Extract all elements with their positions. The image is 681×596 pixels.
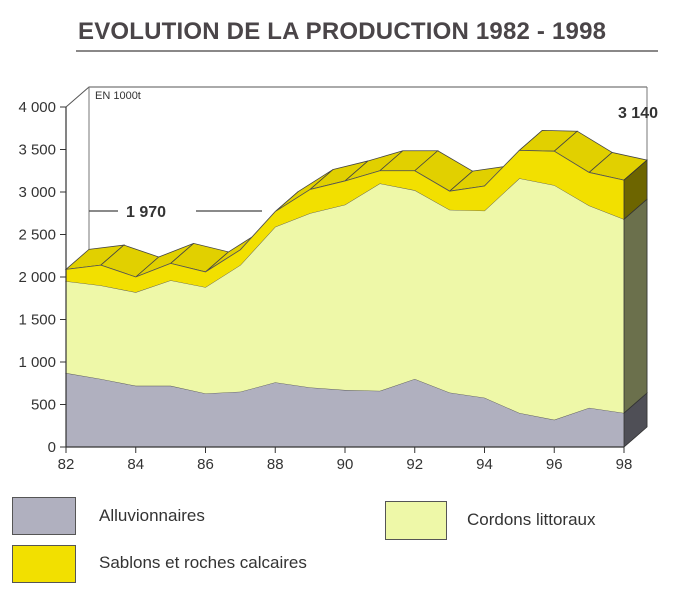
x-tick-label: 90 [337,456,354,473]
y-tick-label: 1 000 [18,354,56,371]
y-tick-label: 3 500 [18,142,56,159]
x-tick-label: 86 [197,456,214,473]
y-tick-label: 0 [48,439,56,456]
legend-label-alluvionnaires: Alluvionnaires [99,506,205,525]
area-cordons-littoraux [66,178,624,420]
x-tick-label: 84 [127,456,144,473]
legend-label-cordons-littoraux: Cordons littoraux [467,510,596,529]
y-tick-label: 4 000 [18,99,56,116]
y-tick-label: 1 500 [18,312,56,329]
side-face-sablons-et-roches-calcaires [623,159,648,221]
y-tick-label: 3 000 [18,184,56,201]
chart-axes: 0 500 1 000 1 500 2 000 2 500 3 000 3 500 4 000 8… [18,99,632,473]
y-tick-label: 2 000 [18,269,56,286]
y-tick-label: 500 [31,397,56,414]
x-tick-label: 94 [476,456,493,473]
title-underline [76,50,658,52]
x-tick-label: 82 [58,456,75,473]
annotation-end-total: 3 140 [618,105,658,122]
stacked-areas [64,129,648,448]
legend-swatch-cordons-littoraux [385,501,447,540]
area-sablons-et-roches-calcaires [66,150,624,293]
legend-swatch-sablons [12,545,76,583]
legend-label-sablons: Sablons et roches calcaires [99,553,307,572]
x-tick-label: 98 [616,456,633,473]
back-wall-top-edge [65,86,647,108]
annotation-start-total: 1 970 [126,204,166,221]
legend-swatch-alluvionnaires [12,497,76,535]
x-tick-label: 92 [406,456,423,473]
edge-sablons-et-roches-calcaires [65,149,625,278]
unit-label: EN 1000t [95,90,141,102]
x-tick-label: 96 [546,456,563,473]
side-face-cordons-littoraux [623,198,648,414]
y-tick-label: 2 500 [18,227,56,244]
chart-title: EVOLUTION DE LA PRODUCTION 1982 - 1998 [78,18,607,45]
x-tick-label: 88 [267,456,284,473]
area-alluvionnaires [66,373,624,447]
chart-annotations: EN 1000t 1 970 3 140 [89,90,658,221]
